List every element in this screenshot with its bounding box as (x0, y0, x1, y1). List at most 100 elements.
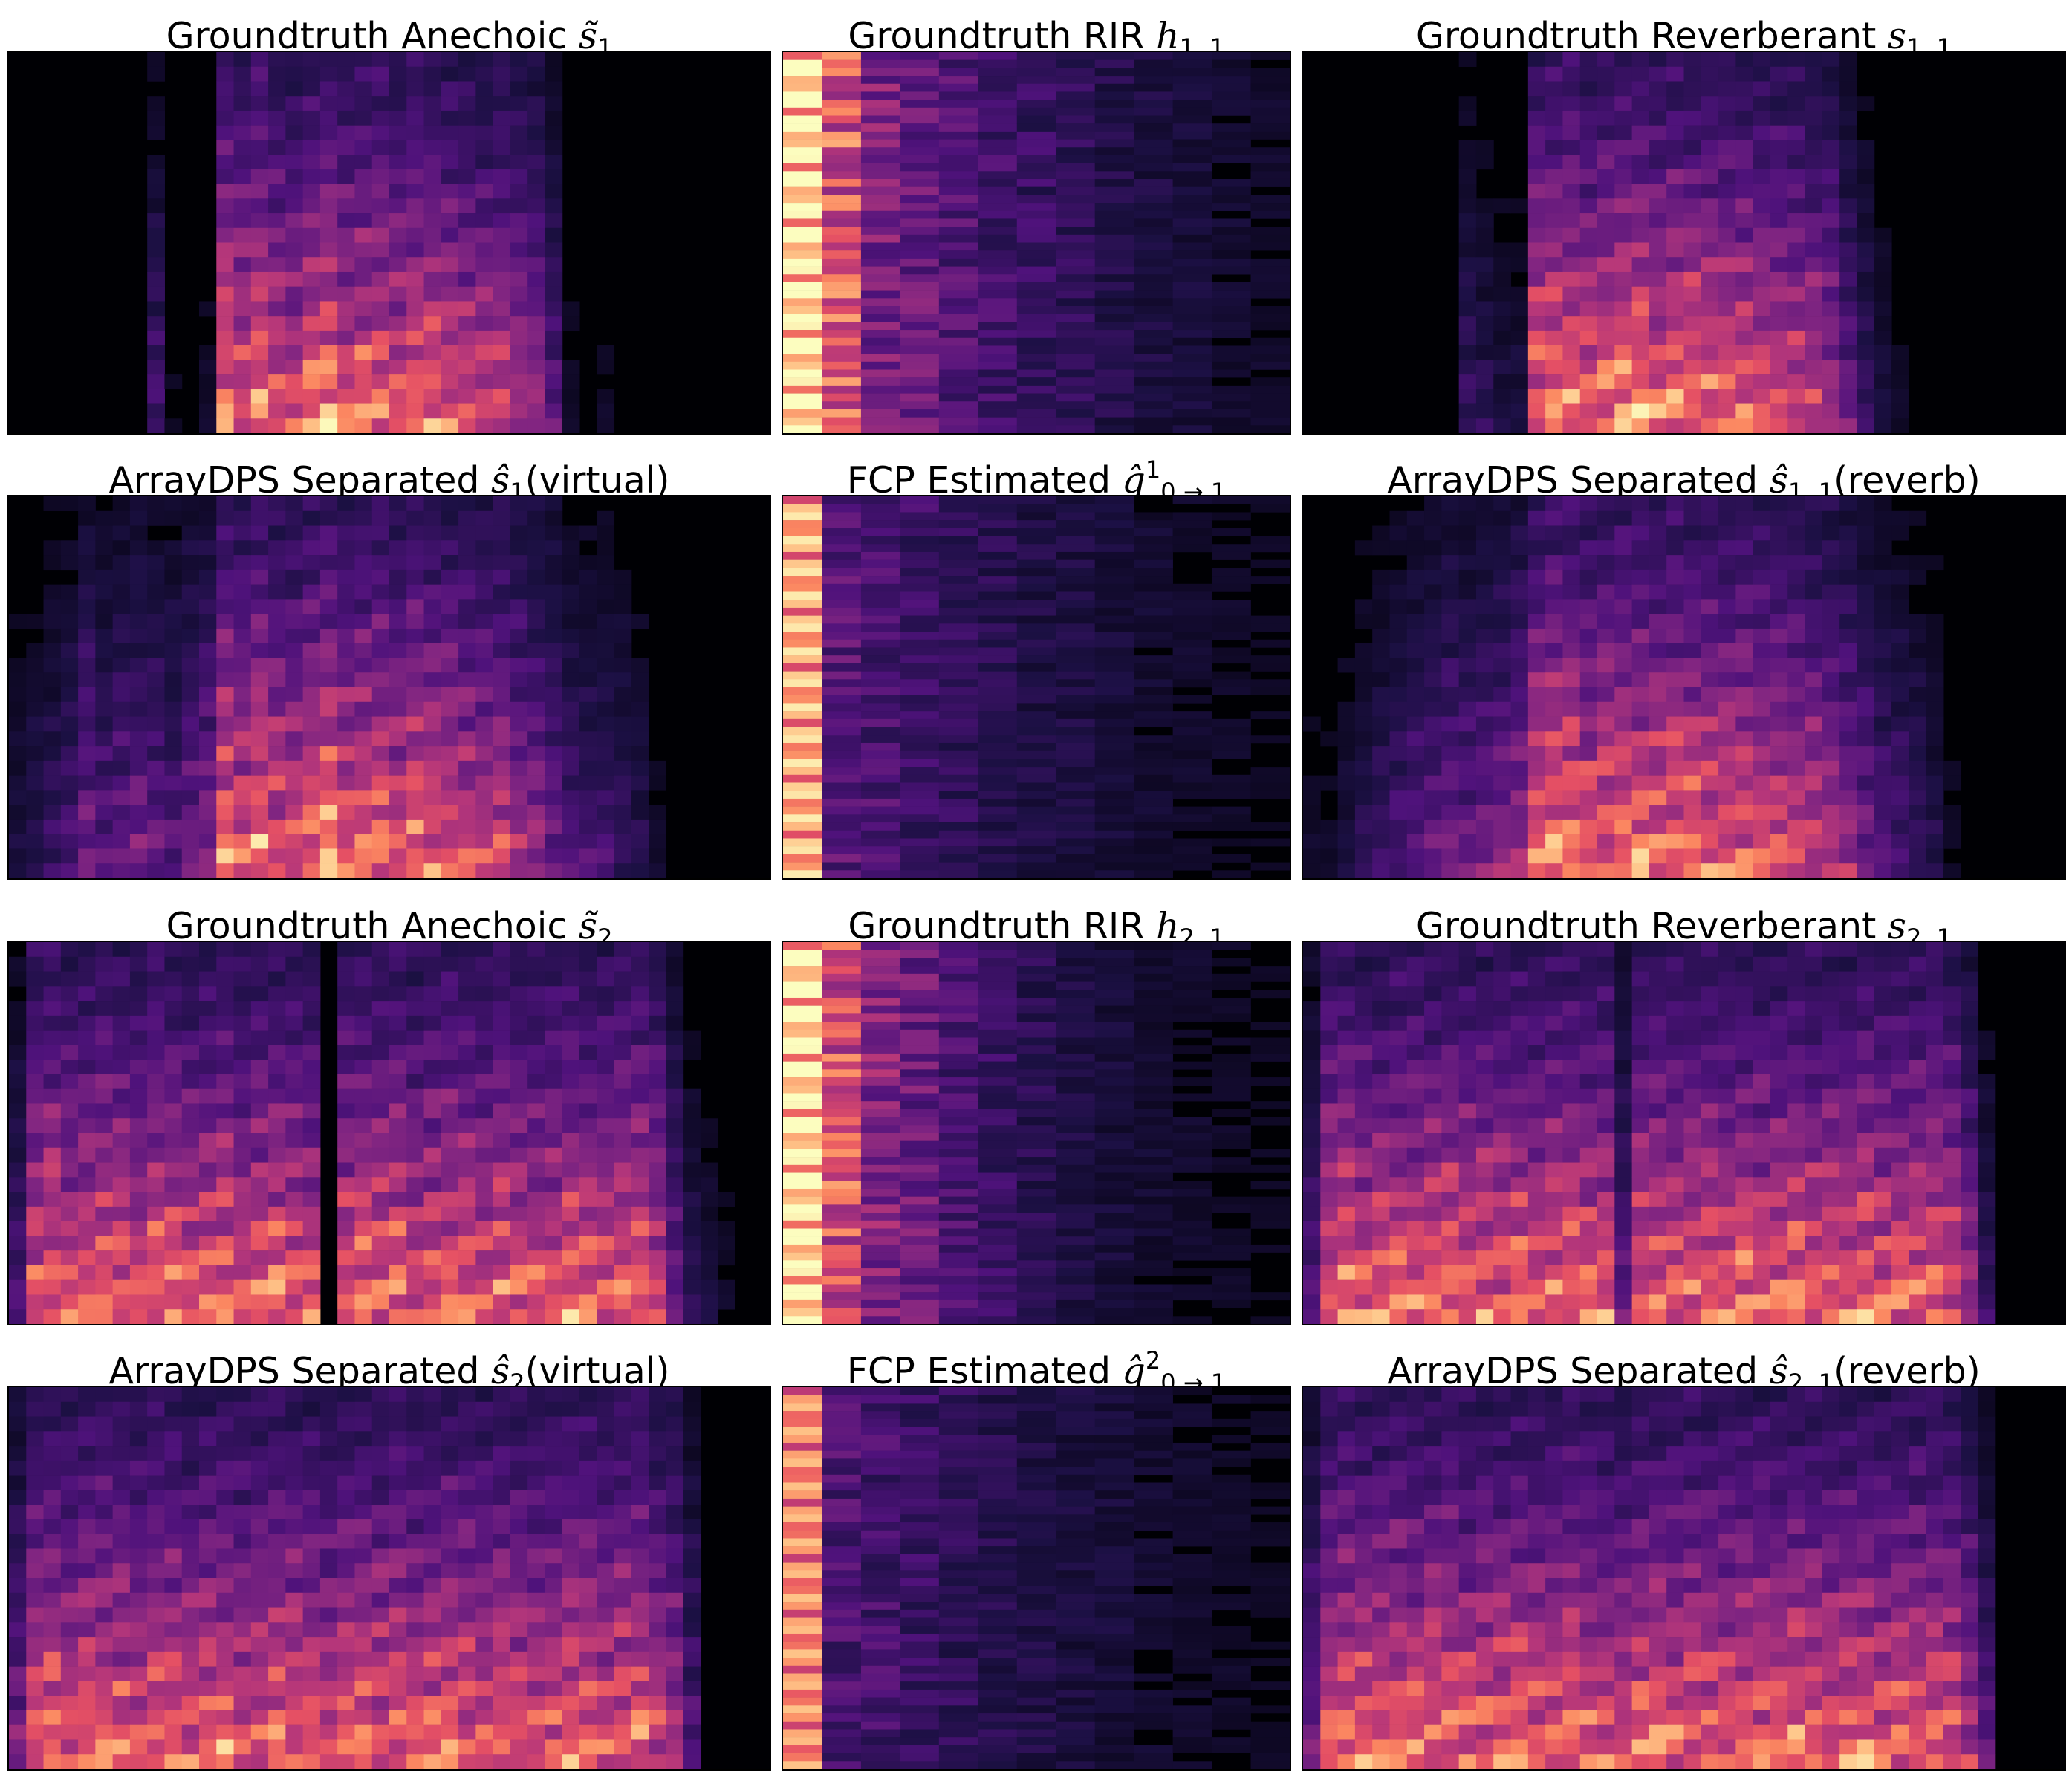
heatmap-cell (475, 1192, 494, 1207)
heatmap-cell (1579, 658, 1598, 673)
heatmap-cell (1510, 614, 1529, 629)
heatmap-cell (475, 1103, 494, 1119)
heatmap-cell (250, 701, 269, 717)
heatmap-cell (9, 790, 27, 805)
heatmap-cell (1718, 140, 1736, 155)
heatmap-cell (783, 425, 822, 433)
heatmap-cell (1441, 599, 1460, 614)
heatmap-cell (1822, 555, 1840, 571)
heatmap-cell (199, 510, 217, 526)
heatmap-cell (389, 1074, 407, 1089)
heatmap-cell (406, 213, 425, 229)
heatmap-cell (1212, 385, 1251, 394)
heatmap-cell (406, 1206, 425, 1221)
heatmap-cell (1354, 701, 1373, 717)
heatmap-cell (1250, 290, 1290, 299)
heatmap-cell (216, 746, 235, 762)
heatmap-cell (9, 1060, 27, 1075)
heatmap-cell (1891, 805, 1909, 820)
heatmap-cell (1372, 863, 1390, 878)
heatmap-cell (268, 525, 286, 541)
heatmap-cell (1250, 266, 1290, 275)
heatmap-cell (545, 701, 563, 717)
heatmap-cell (1770, 599, 1788, 614)
heatmap-cell (475, 510, 494, 526)
heatmap-cell (527, 834, 545, 849)
heatmap-cell (1406, 510, 1425, 526)
heatmap-cell (389, 403, 407, 419)
heatmap-cell (1016, 178, 1056, 187)
heatmap-cell (458, 775, 476, 791)
heatmap-cell (1475, 775, 1494, 791)
heatmap-cell (389, 819, 407, 834)
heatmap-cell (406, 614, 425, 629)
heatmap-cell (147, 1250, 165, 1266)
heatmap-cell (268, 330, 286, 345)
heatmap-cell (1545, 805, 1563, 820)
heatmap-cell (1458, 496, 1477, 512)
heatmap-cell (164, 643, 183, 658)
heatmap-cell (1666, 110, 1685, 126)
heatmap-cell (1597, 110, 1615, 126)
heatmap-cell (562, 418, 580, 433)
heatmap-cell (181, 1236, 200, 1251)
heatmap-cell (1718, 389, 1736, 404)
heatmap-cell (319, 510, 338, 526)
heatmap-cell (268, 1103, 286, 1119)
heatmap-cell (1666, 227, 1685, 243)
heatmap-cell (1891, 819, 1909, 834)
heatmap-cell (510, 510, 528, 526)
heatmap-cell (441, 1192, 459, 1207)
heatmap-cell (60, 496, 79, 512)
heatmap-cell (1874, 403, 1892, 419)
heatmap-cell (1701, 746, 1719, 762)
heatmap-cell (822, 282, 862, 291)
heatmap-cell (938, 314, 978, 322)
heatmap-cell (783, 520, 822, 529)
heatmap-cell (978, 354, 1018, 363)
heatmap-cell (268, 555, 286, 571)
heatmap-cell (1562, 184, 1581, 199)
heatmap-cell (1094, 551, 1134, 560)
heatmap-cell (900, 369, 940, 378)
heatmap-cell (1056, 337, 1096, 346)
heatmap-cell (1597, 658, 1615, 673)
heatmap-cell (527, 242, 545, 258)
heatmap-cell (285, 345, 304, 360)
heatmap-cell (164, 1147, 183, 1163)
heatmap-cell (978, 330, 1018, 339)
heatmap-cell (1805, 213, 1823, 229)
heatmap-cell (406, 1147, 425, 1163)
heatmap-cell (233, 1279, 252, 1295)
heatmap-cell (1735, 863, 1754, 878)
heatmap-cell (1666, 540, 1685, 556)
heatmap-cell (579, 643, 597, 658)
heatmap-cell (337, 1236, 355, 1251)
heatmap-cell (860, 862, 900, 871)
heatmap-cell (1701, 125, 1719, 140)
heatmap-cell (1545, 496, 1563, 512)
heatmap-cell (268, 760, 286, 776)
heatmap-cell (978, 822, 1018, 831)
heatmap-cell (441, 81, 459, 97)
heatmap-cell (1458, 389, 1477, 404)
heatmap-cell (1056, 227, 1096, 236)
heatmap-cell (562, 658, 580, 673)
heatmap-cell (1874, 525, 1892, 541)
heatmap-cell (1510, 242, 1529, 258)
heatmap-cell (1666, 819, 1685, 834)
heatmap-cell (441, 1162, 459, 1178)
heatmap-cell (285, 271, 304, 287)
heatmap-cell (1372, 628, 1390, 643)
heatmap-cell (164, 1221, 183, 1236)
heatmap-cell (1649, 496, 1667, 512)
heatmap-cell (371, 374, 390, 390)
heatmap-cell (95, 819, 114, 834)
heatmap-cell (129, 1103, 148, 1119)
heatmap-cell (216, 496, 235, 512)
heatmap-cell (250, 1045, 269, 1060)
heatmap-cell (597, 790, 615, 805)
heatmap-cell (60, 1250, 79, 1266)
heatmap-cell (1614, 819, 1633, 834)
heatmap-cell (164, 1236, 183, 1251)
